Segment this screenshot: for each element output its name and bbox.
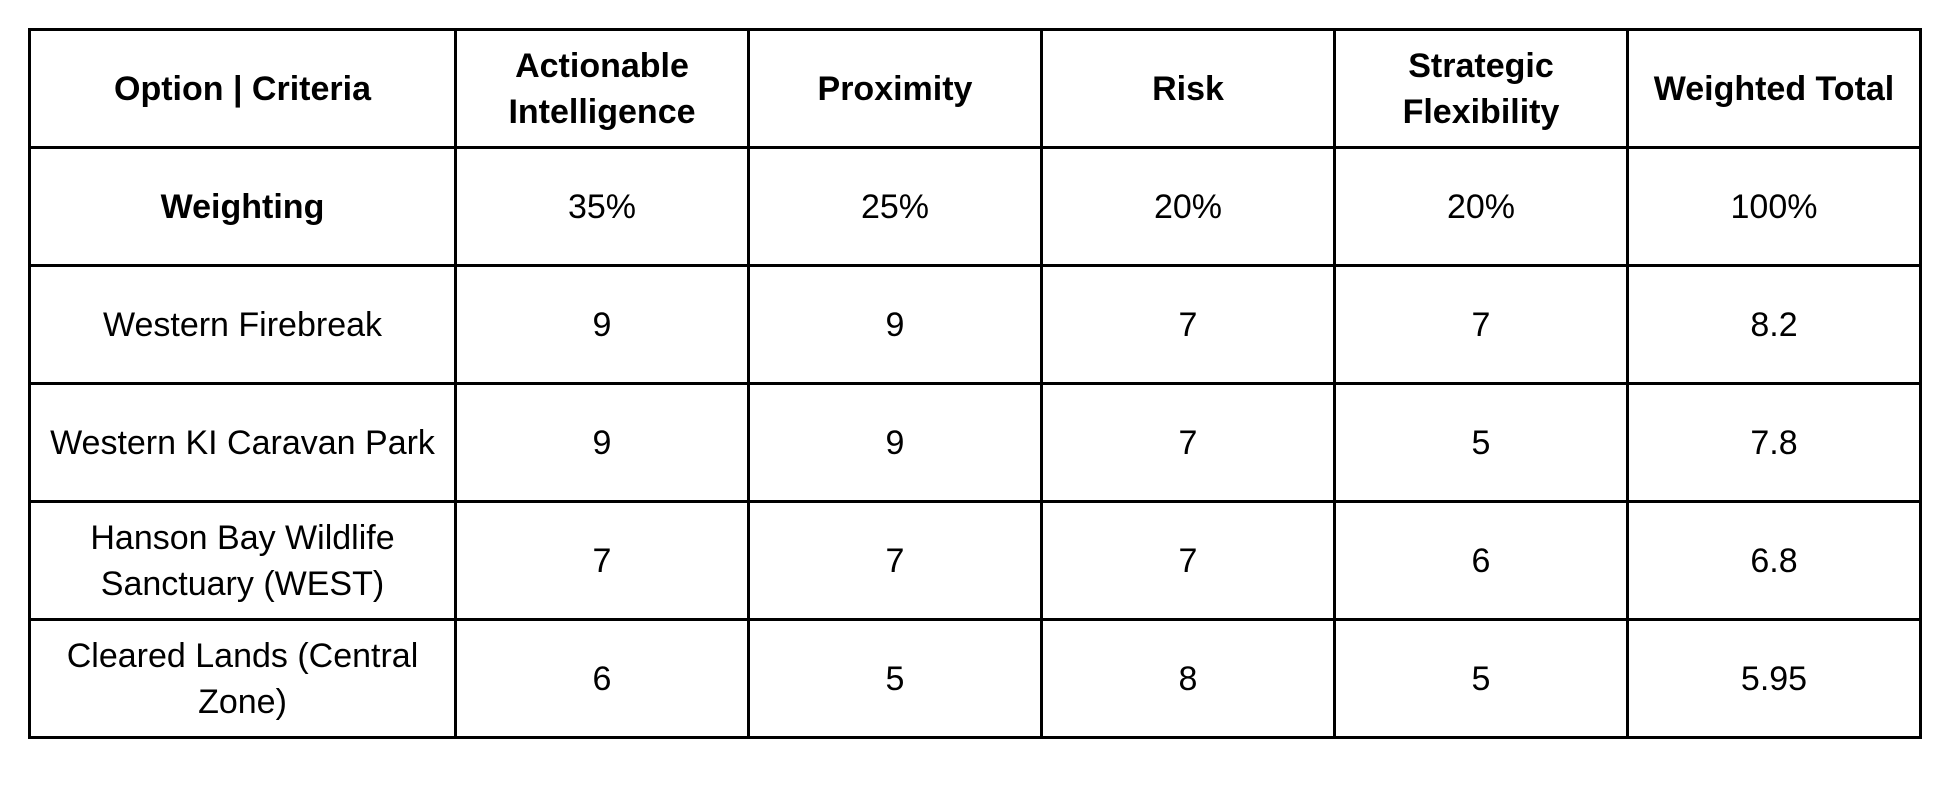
score-cell: 5: [747, 618, 1043, 739]
weighting-cell: 100%: [1626, 146, 1922, 267]
option-label: Western KI Caravan Park: [28, 382, 457, 503]
header-option-criteria: Option | Criteria: [28, 28, 457, 149]
score-cell: 7: [1040, 382, 1336, 503]
score-cell: 6: [454, 618, 750, 739]
weighting-cell: 20%: [1040, 146, 1336, 267]
option-label: Hanson Bay Wildlife Sanctuary (WEST): [28, 500, 457, 621]
option-label: Cleared Lands (Central Zone): [28, 618, 457, 739]
weighting-row: Weighting 35% 25% 20% 20% 100%: [28, 146, 1922, 267]
decision-matrix-table: Option | Criteria Actionable Intelligenc…: [28, 28, 1922, 739]
score-cell: 7: [1040, 500, 1336, 621]
weighting-cell: 25%: [747, 146, 1043, 267]
score-cell: 9: [747, 264, 1043, 385]
weighting-cell: 20%: [1333, 146, 1629, 267]
weighted-total-cell: 5.95: [1626, 618, 1922, 739]
option-label: Western Firebreak: [28, 264, 457, 385]
table-row: Hanson Bay Wildlife Sanctuary (WEST) 7 7…: [28, 500, 1922, 621]
score-cell: 9: [454, 382, 750, 503]
weighted-total-cell: 8.2: [1626, 264, 1922, 385]
header-risk: Risk: [1040, 28, 1336, 149]
score-cell: 7: [454, 500, 750, 621]
table-row: Cleared Lands (Central Zone) 6 5 8 5 5.9…: [28, 618, 1922, 739]
table-row: Western KI Caravan Park 9 9 7 5 7.8: [28, 382, 1922, 503]
score-cell: 9: [454, 264, 750, 385]
score-cell: 7: [1333, 264, 1629, 385]
header-strategic-flexibility: Strategic Flexibility: [1333, 28, 1629, 149]
weighting-cell: 35%: [454, 146, 750, 267]
weighted-total-cell: 6.8: [1626, 500, 1922, 621]
score-cell: 5: [1333, 618, 1629, 739]
score-cell: 7: [1040, 264, 1336, 385]
header-weighted-total: Weighted Total: [1626, 28, 1922, 149]
header-proximity: Proximity: [747, 28, 1043, 149]
header-row: Option | Criteria Actionable Intelligenc…: [28, 28, 1922, 149]
score-cell: 6: [1333, 500, 1629, 621]
score-cell: 9: [747, 382, 1043, 503]
score-cell: 5: [1333, 382, 1629, 503]
score-cell: 8: [1040, 618, 1336, 739]
table-row: Western Firebreak 9 9 7 7 8.2: [28, 264, 1922, 385]
score-cell: 7: [747, 500, 1043, 621]
header-actionable-intelligence: Actionable Intelligence: [454, 28, 750, 149]
weighted-total-cell: 7.8: [1626, 382, 1922, 503]
weighting-label: Weighting: [28, 146, 457, 267]
